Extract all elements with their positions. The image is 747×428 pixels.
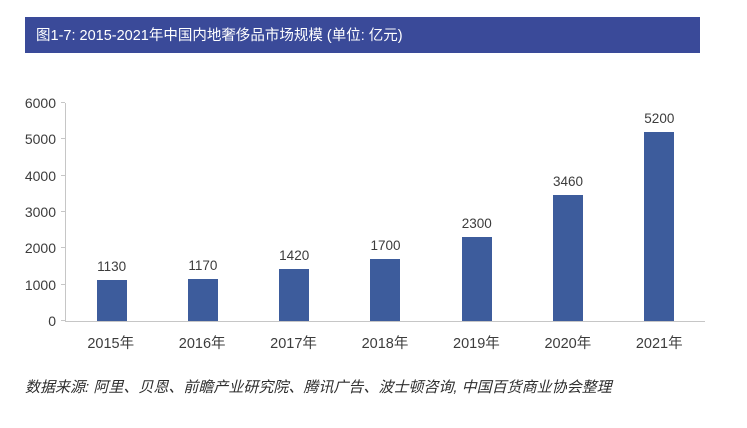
bar-value-label: 1700 — [370, 238, 401, 254]
bar-value-label: 2300 — [461, 216, 492, 232]
bar — [187, 278, 218, 321]
bar-group: 1700 — [340, 238, 431, 321]
bar-group: 1420 — [249, 248, 340, 321]
y-tick-mark — [61, 283, 65, 285]
bar — [279, 269, 310, 321]
y-tick-label: 6000 — [24, 95, 56, 111]
bars-row: 1130 1170 1420 1700 2300 3460 5200 — [66, 103, 705, 321]
x-axis-label: 2016年 — [178, 336, 226, 352]
chart-title-banner: 图1-7: 2015-2021年中国内地奢侈品市场规模 (单位: 亿元) — [25, 17, 700, 53]
y-tick-mark — [61, 102, 65, 103]
y-tick-label: 5000 — [24, 131, 56, 148]
x-axis-label: 2017年 — [270, 336, 317, 352]
bar-group: 1130 — [66, 259, 157, 321]
y-tick-mark — [61, 320, 65, 321]
bar-group: 2300 — [431, 216, 522, 321]
x-axis-label: 2020年 — [544, 336, 592, 352]
y-tick-mark — [61, 247, 65, 249]
bar-chart: 0 1000 2000 3000 4000 5000 6000 1130 1170 1420 17… — [24, 95, 705, 355]
y-tick-label: 4000 — [24, 167, 56, 184]
bar-value-label: 3460 — [553, 174, 584, 190]
plot-area: 1130 1170 1420 1700 2300 3460 5200 — [65, 103, 705, 322]
bar-value-label: 1170 — [188, 257, 218, 273]
bar-value-label: 5200 — [644, 111, 675, 127]
bar — [644, 132, 675, 321]
y-tick-mark — [61, 138, 65, 140]
bar — [96, 279, 127, 321]
x-axis-labels: 2015年 2016年 2017年 2018年 2019年 2020年 2021年 — [65, 332, 705, 353]
x-axis-label: 2015年 — [87, 336, 135, 352]
y-tick-mark — [61, 174, 65, 176]
y-tick-label: 2000 — [24, 240, 56, 257]
bar-group: 5200 — [614, 111, 705, 321]
bar — [370, 259, 401, 321]
y-tick-label: 0 — [48, 313, 56, 329]
bar-group: 3460 — [522, 174, 613, 321]
y-axis: 0 1000 2000 3000 4000 5000 6000 — [24, 95, 65, 329]
bar-value-label: 1420 — [279, 248, 310, 264]
x-axis-label: 2021年 — [635, 336, 683, 352]
bar — [553, 195, 584, 321]
chart-title: 图1-7: 2015-2021年中国内地奢侈品市场规模 (单位: 亿元) — [36, 28, 403, 44]
bar-group: 1170 — [157, 257, 248, 321]
x-axis-label: 2019年 — [453, 336, 500, 352]
y-tick-mark — [61, 211, 65, 212]
bar-value-label: 1130 — [97, 258, 127, 274]
x-axis-label: 2018年 — [361, 336, 409, 352]
y-tick-label: 1000 — [24, 276, 56, 293]
y-tick-label: 3000 — [24, 204, 56, 220]
data-source-note: 数据来源: 阿里、贝恩、前瞻产业研究院、腾讯广告、波士顿咨询, 中国百货商业协会… — [25, 379, 612, 396]
bar — [461, 237, 492, 321]
